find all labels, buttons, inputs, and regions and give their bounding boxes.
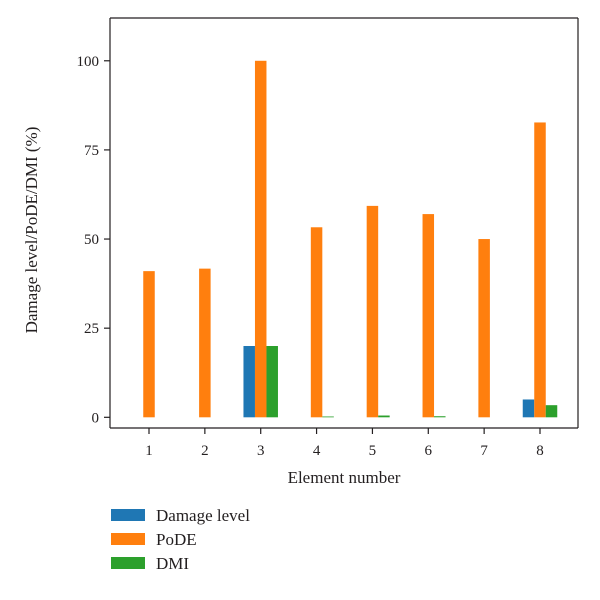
legend: Damage level PoDE DMI	[111, 506, 250, 573]
axes: 0 25 50 75 100 1 2 3 4 5 6 7 8	[77, 17, 579, 459]
x-tick-label: 8	[536, 443, 544, 459]
bar-pode	[199, 268, 211, 418]
y-tick-label: 0	[92, 410, 100, 426]
x-tick-label: 2	[201, 443, 209, 459]
legend-swatch-damage-level	[111, 509, 145, 521]
x-tick-label: 1	[145, 443, 153, 459]
bar-pode	[366, 205, 379, 418]
bar-dmi	[322, 416, 334, 418]
x-tick-label: 6	[425, 443, 433, 459]
legend-label-damage-level: Damage level	[156, 506, 250, 525]
bar-pode	[422, 214, 435, 418]
legend-label-dmi: DMI	[156, 554, 189, 573]
bar-pode	[254, 60, 267, 418]
bar-pode	[478, 239, 490, 418]
legend-swatch-pode	[111, 533, 145, 545]
x-axis-title: Element number	[288, 468, 401, 487]
y-tick-label: 100	[77, 54, 100, 70]
bar-dmi	[545, 405, 558, 418]
bar-damage-level	[522, 399, 535, 418]
bar-dmi	[434, 416, 446, 418]
bar-pode	[143, 271, 155, 418]
legend-label-pode: PoDE	[156, 530, 197, 549]
y-tick-label: 25	[84, 321, 99, 337]
x-tick-label: 3	[257, 443, 265, 459]
legend-swatch-dmi	[111, 557, 145, 569]
bar-dmi	[266, 346, 278, 418]
plot-area	[143, 60, 558, 418]
y-tick-label: 50	[84, 232, 99, 248]
y-axis-title: Damage level/PoDE/DMI (%)	[22, 127, 41, 334]
bar-pode	[310, 227, 323, 418]
bar-dmi	[378, 415, 390, 418]
x-tick-label: 5	[369, 443, 377, 459]
x-tick-label: 7	[480, 443, 488, 459]
bar-damage-level	[243, 346, 255, 418]
x-tick-label: 4	[313, 443, 321, 459]
bar-pode	[534, 122, 546, 418]
y-tick-label: 75	[84, 143, 99, 159]
